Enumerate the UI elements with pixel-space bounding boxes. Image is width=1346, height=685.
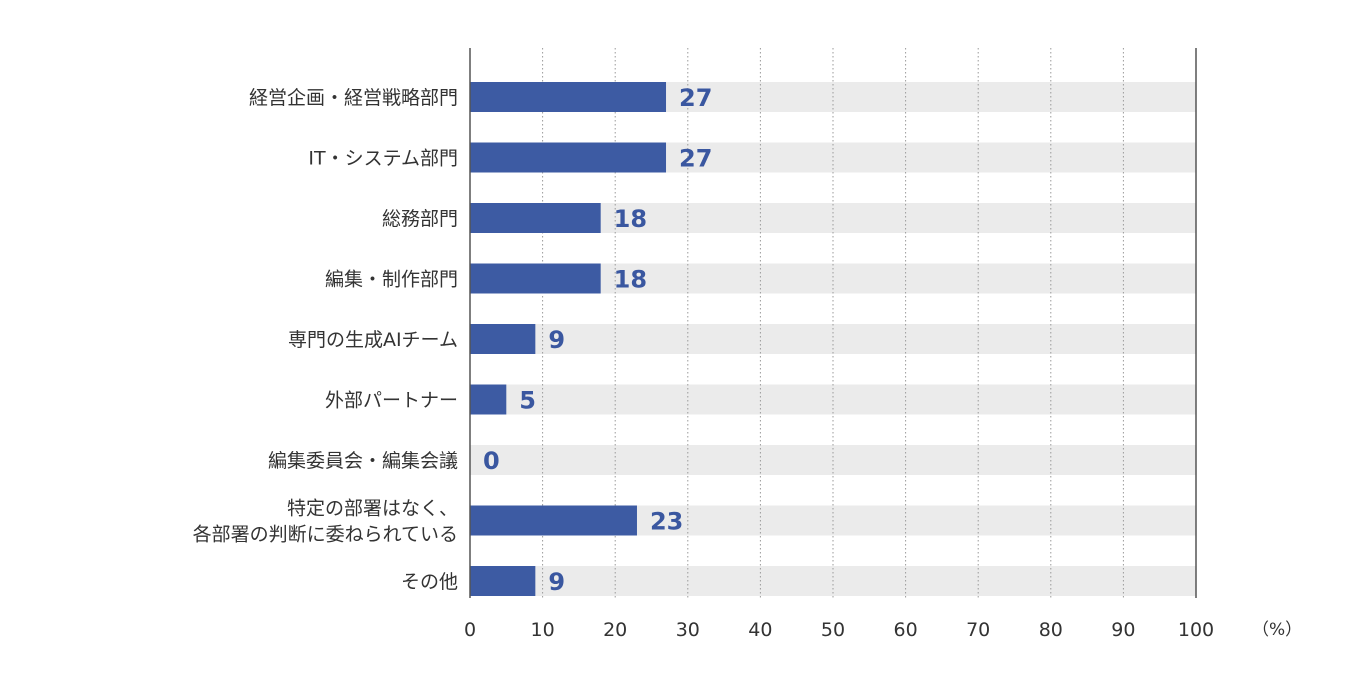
x-tick-label: 0 — [464, 619, 476, 641]
category-label: 経営企画・経営戦略部門 — [249, 87, 458, 109]
value-label: 0 — [483, 447, 500, 475]
bar — [470, 384, 507, 415]
bar — [470, 566, 536, 596]
x-tick-label: 100 — [1178, 619, 1214, 641]
category-label: 専門の生成AIチーム — [288, 329, 458, 351]
x-tick-labels: 0 10 20 30 40 50 60 70 80 90 100 — [464, 619, 1214, 641]
value-label: 18 — [614, 205, 647, 233]
category-label: 編集委員会・編集会議 — [268, 450, 458, 472]
x-unit-label: （%） — [1252, 620, 1302, 640]
category-label: 編集・制作部門 — [325, 269, 458, 291]
category-label: IT・システム部門 — [308, 148, 458, 170]
value-label: 23 — [650, 508, 683, 536]
x-tick-label: 70 — [966, 619, 990, 641]
category-label: 特定の部署はなく、 — [287, 498, 458, 520]
bar — [470, 82, 667, 112]
bars — [470, 82, 667, 596]
value-label: 5 — [519, 387, 536, 415]
category-labels: 経営企画・経営戦略部門 IT・システム部門総務部門編集・制作部門専門の生成AIチー… — [193, 87, 458, 593]
category-label: 外部パートナー — [325, 390, 458, 412]
value-label: 18 — [614, 266, 647, 294]
x-tick-label: 90 — [1111, 619, 1135, 641]
category-label: 各部署の判断に委ねられている — [193, 524, 458, 546]
value-label: 27 — [679, 84, 712, 112]
x-tick-label: 60 — [894, 619, 918, 641]
value-label: 9 — [548, 326, 565, 354]
x-tick-label: 30 — [676, 619, 700, 641]
x-tick-label: 20 — [603, 619, 627, 641]
bar — [470, 203, 601, 233]
x-tick-label: 80 — [1039, 619, 1063, 641]
category-label: 総務部門 — [382, 208, 458, 230]
bar — [470, 505, 637, 536]
x-tick-label: 40 — [748, 619, 772, 641]
category-label: その他 — [401, 571, 458, 593]
bar — [470, 142, 667, 173]
x-tick-label: 10 — [531, 619, 555, 641]
x-tick-label: 50 — [821, 619, 845, 641]
value-label: 27 — [679, 145, 712, 173]
value-labels: 27 27 18 18 9 5 0 23 9 — [483, 84, 712, 596]
value-label: 9 — [548, 568, 565, 596]
bar — [470, 324, 536, 354]
bar — [470, 263, 601, 294]
